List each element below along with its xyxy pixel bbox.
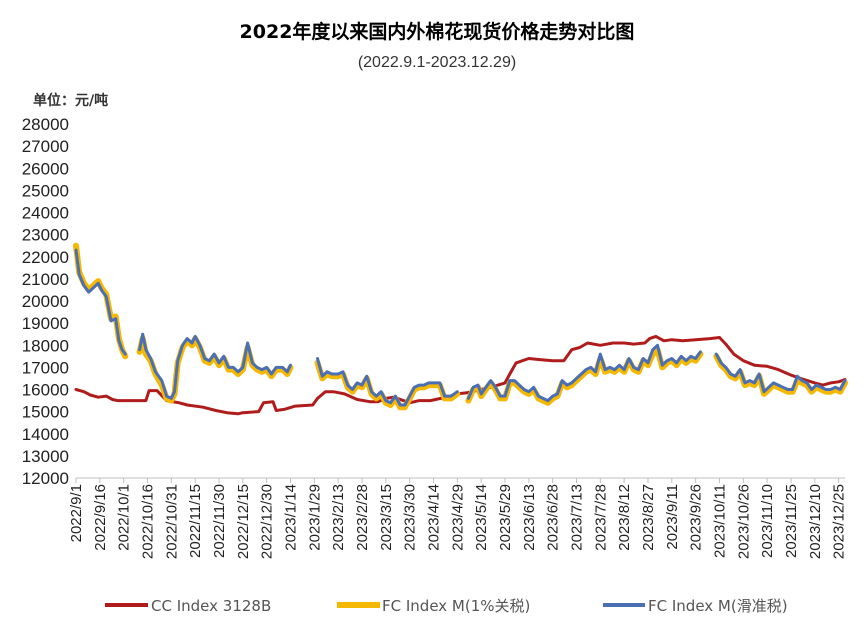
x-tick-label: 2023/8/27 bbox=[640, 484, 657, 551]
x-tick-label: 2023/7/28 bbox=[592, 484, 609, 551]
legend-item-cc: CC Index 3128B bbox=[105, 597, 271, 615]
x-tick-label: 2023/3/15 bbox=[378, 484, 395, 551]
x-tick-label: 2023/1/29 bbox=[306, 484, 323, 551]
series-line-1-segment-2 bbox=[314, 359, 461, 411]
y-axis: 28000 27000 26000 25000 24000 23000 22000 21000… bbox=[22, 115, 69, 488]
x-tick-label: 2022/11/15 bbox=[187, 484, 204, 558]
y-tick-label: 28000 bbox=[22, 115, 69, 134]
series-line-2-segment-2 bbox=[316, 357, 459, 407]
y-tick-label: 12000 bbox=[22, 469, 69, 488]
x-tick-label: 2023/12/10 bbox=[807, 484, 824, 559]
y-tick-label: 16000 bbox=[22, 381, 69, 400]
x-tick-label: 2023/6/13 bbox=[521, 484, 538, 551]
legend-label-fc-1pct: FC Index M(1%关税) bbox=[382, 597, 530, 615]
x-tick-label: 2022/10/31 bbox=[163, 484, 180, 559]
y-tick-label: 25000 bbox=[22, 181, 69, 200]
x-tick-label: 2022/12/30 bbox=[259, 484, 276, 559]
x-tick-label: 2023/8/12 bbox=[616, 484, 633, 551]
chart-title: 2022年度以来国内外棉花现货价格走势对比图 bbox=[240, 20, 635, 43]
x-tick-label: 2023/3/30 bbox=[402, 484, 419, 551]
x-tick-label: 2023/9/26 bbox=[688, 484, 705, 551]
legend-item-fc-sliding: FC Index M(滑准税) bbox=[603, 597, 788, 615]
y-tick-label: 24000 bbox=[22, 204, 69, 223]
x-tick-label: 2023/2/13 bbox=[330, 484, 347, 551]
x-tick-label: 2022/10/1 bbox=[116, 484, 133, 551]
x-tick-label: 2023/2/28 bbox=[354, 484, 371, 551]
x-tick-label: 2023/5/29 bbox=[497, 484, 514, 551]
x-tick-label: 2022/12/15 bbox=[235, 484, 252, 559]
x-tick-label: 2023/9/11 bbox=[664, 484, 681, 550]
x-tick-label: 2023/10/26 bbox=[735, 484, 752, 559]
legend-label-fc-sliding: FC Index M(滑准税) bbox=[648, 597, 788, 615]
x-tick-label: 2023/7/13 bbox=[568, 484, 585, 551]
unit-label: 单位：元/吨 bbox=[33, 92, 108, 109]
x-tick-label: 2022/10/16 bbox=[139, 484, 156, 559]
series-layer bbox=[73, 242, 848, 416]
y-tick-label: 26000 bbox=[22, 159, 69, 178]
y-tick-label: 27000 bbox=[22, 137, 69, 156]
x-tick-label: 2023/4/14 bbox=[425, 484, 442, 551]
y-tick-label: 18000 bbox=[22, 336, 69, 355]
legend-item-fc-1pct: FC Index M(1%关税) bbox=[337, 597, 530, 615]
y-tick-label: 23000 bbox=[22, 226, 69, 245]
chart-subtitle: (2022.9.1-2023.12.29) bbox=[358, 54, 516, 71]
series-line-2-segment-0 bbox=[74, 248, 127, 356]
series-line-2-segment-3 bbox=[466, 343, 702, 403]
x-tick-label: 2023/10/11 bbox=[711, 484, 728, 558]
legend-label-cc: CC Index 3128B bbox=[151, 597, 271, 615]
y-tick-label: 17000 bbox=[22, 358, 69, 377]
y-tick-label: 14000 bbox=[22, 425, 69, 444]
y-tick-label: 15000 bbox=[22, 403, 69, 422]
series-line-2-segment-1 bbox=[138, 332, 292, 400]
x-tick-label: 2022/11/30 bbox=[211, 484, 228, 558]
x-tick-label: 2023/4/29 bbox=[449, 484, 466, 551]
x-tick-label: 2023/5/14 bbox=[473, 484, 490, 551]
x-tick-label: 2023/11/25 bbox=[783, 484, 800, 558]
x-tick-label: 2023/12/25 bbox=[831, 484, 848, 559]
x-tick-label: 2023/11/10 bbox=[759, 484, 776, 558]
x-axis: 2022/9/1 2022/9/16 2022/10/1 2022/10/16 2022… bbox=[68, 478, 848, 559]
y-tick-label: 22000 bbox=[22, 248, 69, 267]
x-tick-label: 2023/6/28 bbox=[545, 484, 562, 551]
x-tick-label: 2023/1/14 bbox=[282, 484, 299, 551]
y-tick-label: 20000 bbox=[22, 292, 69, 311]
legend: CC Index 3128B FC Index M(1%关税) FC Index… bbox=[105, 597, 788, 615]
x-tick-label: 2022/9/16 bbox=[92, 484, 109, 551]
y-tick-label: 19000 bbox=[22, 314, 69, 333]
y-tick-label: 21000 bbox=[22, 270, 69, 289]
y-tick-label: 13000 bbox=[22, 447, 69, 466]
series-line-2-segment-4 bbox=[714, 352, 847, 394]
x-tick-label: 2022/9/1 bbox=[68, 484, 85, 542]
